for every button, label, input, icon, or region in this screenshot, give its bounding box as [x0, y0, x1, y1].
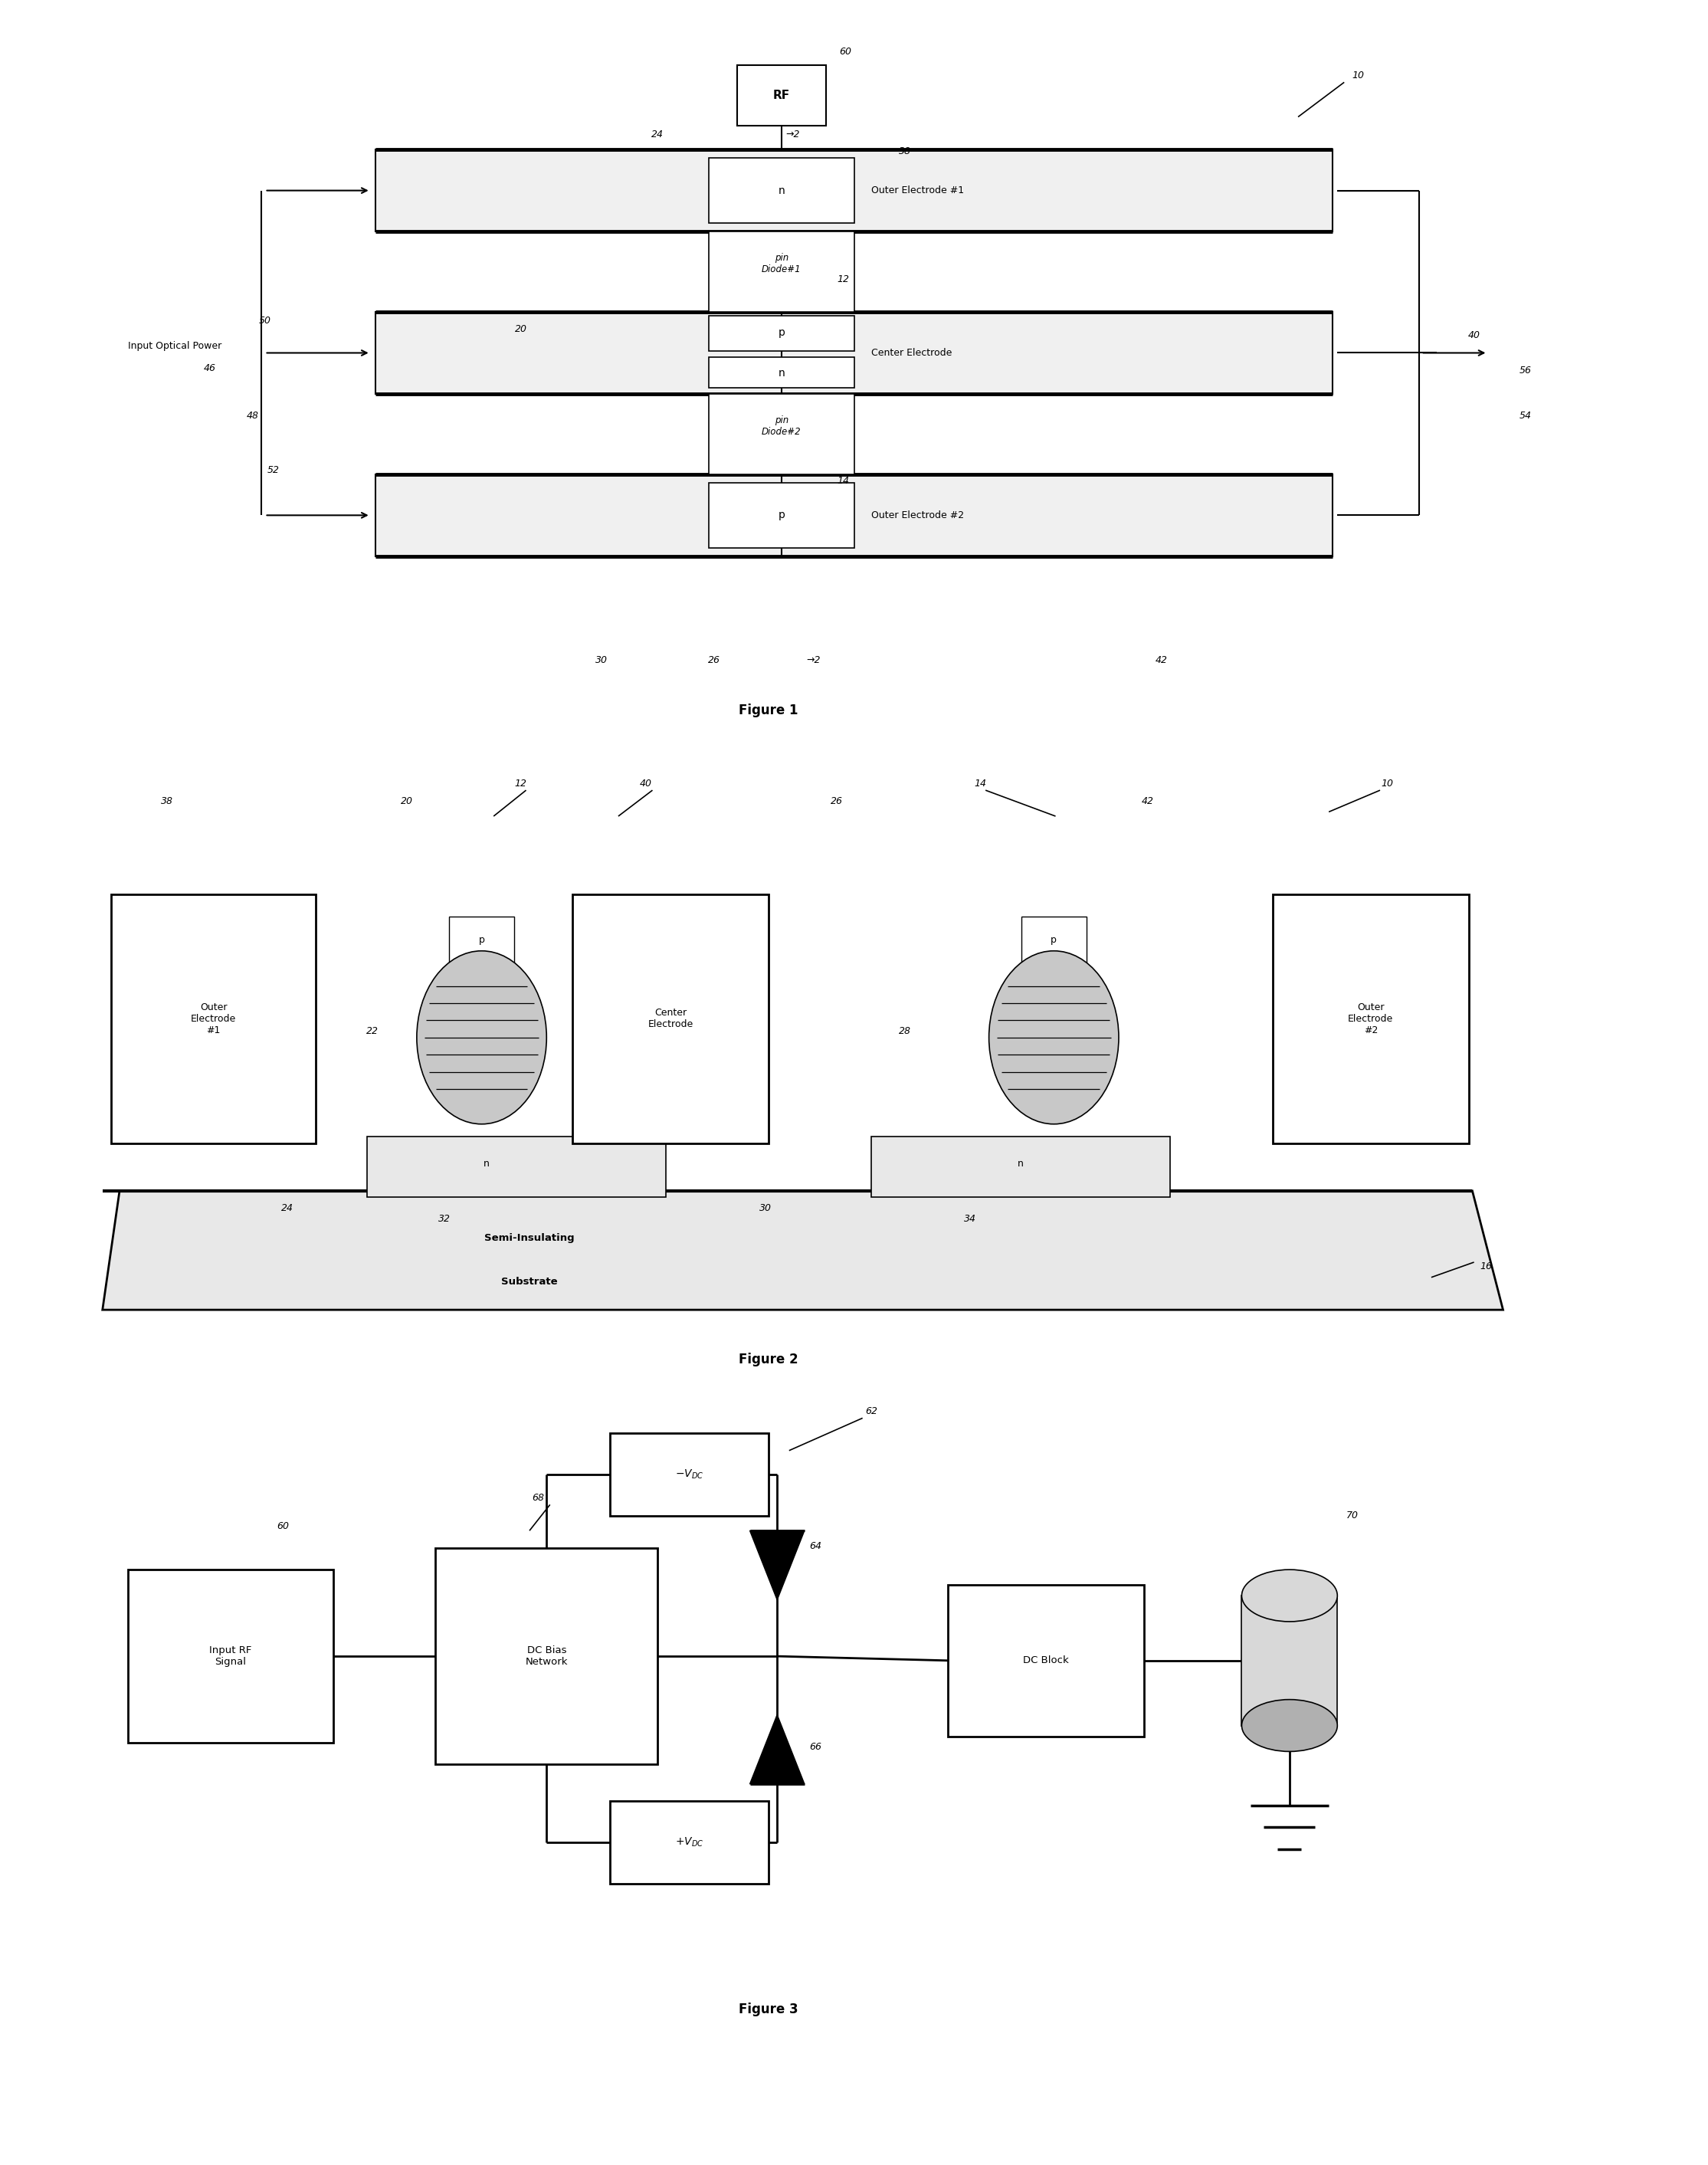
Text: RF: RF — [774, 89, 789, 102]
Bar — [1242, 1596, 1337, 1726]
Text: 48: 48 — [246, 411, 260, 420]
Text: →2: →2 — [806, 656, 820, 665]
Text: 20: 20 — [514, 325, 528, 333]
Text: Center Electrode: Center Electrode — [871, 349, 951, 357]
Text: Outer
Electrode
#1: Outer Electrode #1 — [191, 1002, 236, 1035]
Text: 62: 62 — [864, 1407, 878, 1416]
Text: 28: 28 — [898, 1026, 912, 1037]
Text: 12: 12 — [837, 275, 849, 284]
Bar — [436, 1548, 658, 1764]
Bar — [709, 394, 854, 474]
Bar — [1021, 916, 1086, 963]
Text: 12: 12 — [514, 779, 528, 788]
Text: 42: 42 — [1155, 656, 1168, 665]
Text: 14: 14 — [974, 779, 987, 788]
Text: 24: 24 — [280, 1204, 294, 1212]
Text: 70: 70 — [1346, 1511, 1358, 1520]
Text: n: n — [779, 368, 784, 379]
Text: 30: 30 — [758, 1204, 772, 1212]
Ellipse shape — [1242, 1700, 1337, 1751]
Text: p: p — [779, 327, 784, 338]
Text: 26: 26 — [707, 656, 721, 665]
Text: $+V_{DC}$: $+V_{DC}$ — [675, 1836, 704, 1849]
Bar — [376, 474, 1332, 556]
Bar — [948, 1585, 1144, 1736]
Bar — [128, 1570, 333, 1743]
Ellipse shape — [1242, 1570, 1337, 1622]
Text: 50: 50 — [258, 316, 272, 325]
Bar — [376, 149, 1332, 232]
Text: →2: →2 — [786, 130, 799, 139]
Text: 64: 64 — [810, 1541, 822, 1550]
Polygon shape — [102, 1191, 1503, 1310]
Text: Input RF
Signal: Input RF Signal — [210, 1645, 251, 1667]
Ellipse shape — [417, 950, 547, 1124]
Text: Outer
Electrode
#2: Outer Electrode #2 — [1348, 1002, 1394, 1035]
Text: 14: 14 — [837, 476, 849, 485]
Text: Center
Electrode: Center Electrode — [647, 1009, 693, 1028]
Text: Input Optical Power: Input Optical Power — [128, 342, 222, 351]
Text: p: p — [779, 511, 784, 520]
Text: 46: 46 — [203, 364, 217, 372]
Text: 60: 60 — [277, 1522, 289, 1531]
Text: DC Bias
Network: DC Bias Network — [526, 1645, 567, 1667]
Text: 38: 38 — [161, 797, 174, 805]
Text: $-V_{DC}$: $-V_{DC}$ — [675, 1468, 704, 1481]
Text: 60: 60 — [839, 48, 852, 56]
Text: n: n — [483, 1158, 490, 1169]
Text: 66: 66 — [810, 1743, 822, 1751]
Text: Figure 2: Figure 2 — [740, 1353, 798, 1366]
Text: Figure 3: Figure 3 — [740, 2003, 798, 2016]
Text: 32: 32 — [437, 1215, 451, 1223]
Bar — [709, 483, 854, 548]
Text: Substrate: Substrate — [500, 1277, 559, 1286]
Text: Outer Electrode #1: Outer Electrode #1 — [871, 186, 963, 195]
Ellipse shape — [989, 950, 1119, 1124]
Bar — [367, 1137, 666, 1197]
Text: 16: 16 — [1479, 1262, 1493, 1271]
Bar — [736, 65, 825, 126]
Text: 56: 56 — [1518, 366, 1532, 375]
Bar — [572, 894, 769, 1143]
Text: 42: 42 — [1141, 797, 1155, 805]
Bar — [376, 312, 1332, 394]
Text: pin
Diode#2: pin Diode#2 — [762, 416, 801, 437]
Text: p: p — [1050, 935, 1057, 946]
Text: p: p — [478, 935, 485, 946]
Text: Semi-Insulating: Semi-Insulating — [485, 1234, 574, 1243]
Text: 30: 30 — [594, 656, 608, 665]
Text: 40: 40 — [639, 779, 652, 788]
Polygon shape — [750, 1715, 804, 1784]
Text: 54: 54 — [1518, 411, 1532, 420]
Text: DC Block: DC Block — [1023, 1656, 1069, 1665]
Text: 10: 10 — [1380, 779, 1394, 788]
Text: 26: 26 — [830, 797, 844, 805]
Bar — [709, 357, 854, 388]
Bar — [610, 1433, 769, 1515]
Bar — [449, 916, 514, 963]
Polygon shape — [750, 1531, 804, 1600]
Text: 22: 22 — [366, 1026, 379, 1037]
Bar — [709, 232, 854, 312]
Bar — [709, 316, 854, 351]
Text: n: n — [1018, 1158, 1023, 1169]
Bar — [871, 1137, 1170, 1197]
Text: 52: 52 — [266, 465, 280, 474]
Text: 10: 10 — [1351, 71, 1365, 80]
Text: 68: 68 — [531, 1494, 545, 1503]
Bar — [610, 1801, 769, 1884]
Text: n: n — [779, 186, 784, 195]
Bar — [1272, 894, 1469, 1143]
Text: 20: 20 — [400, 797, 413, 805]
Text: pin
Diode#1: pin Diode#1 — [762, 253, 801, 275]
Text: 24: 24 — [651, 130, 664, 139]
Text: Outer Electrode #2: Outer Electrode #2 — [871, 511, 963, 520]
Text: Figure 1: Figure 1 — [740, 704, 798, 717]
Bar — [111, 894, 316, 1143]
Text: 34: 34 — [963, 1215, 977, 1223]
Text: 38: 38 — [898, 147, 912, 156]
Text: 40: 40 — [1467, 331, 1481, 340]
Bar — [709, 158, 854, 223]
